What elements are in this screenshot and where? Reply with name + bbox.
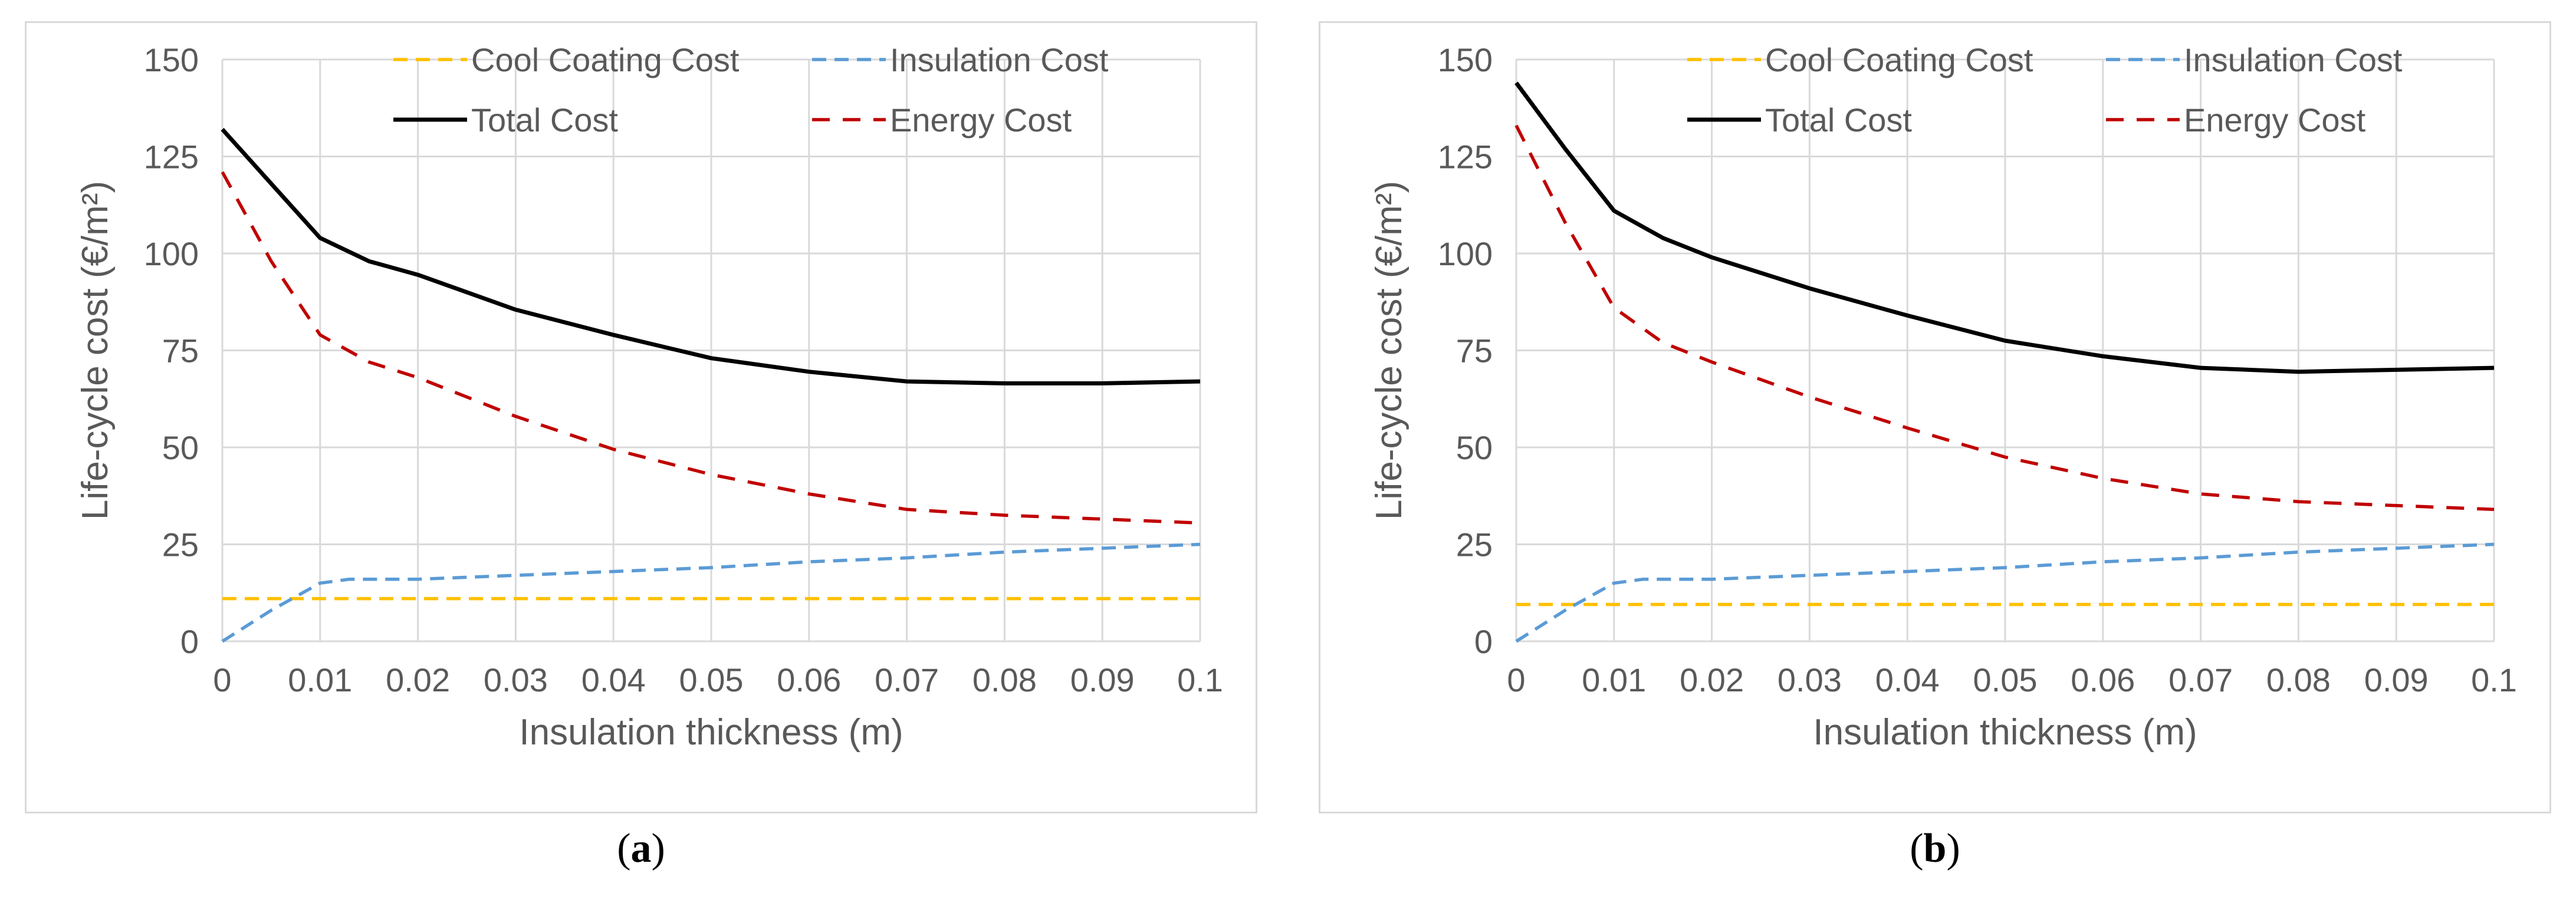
- y-tick-label: 75: [1456, 332, 1493, 370]
- x-axis-title: Insulation thickness (m): [1813, 712, 2197, 753]
- legend: Cool Coating Cost Insulation Cost Total Co…: [393, 41, 1109, 139]
- legend: Cool Coating Cost Insulation Cost Total Co…: [1687, 41, 2403, 139]
- x-tick-label: 0.06: [777, 661, 841, 698]
- insulation-cost-legend-label: Insulation Cost: [890, 41, 1109, 78]
- chart-b: 0 0.01 0.02 0.03 0.04 0.05 0.06 0.07 0.08 0.09 0.1…: [1369, 41, 2517, 753]
- chart-b-frame: [1319, 21, 2551, 813]
- x-tick-label: 0.01: [288, 661, 352, 698]
- x-tick-label: 0.08: [2266, 661, 2331, 698]
- x-tick-label: 0.07: [2168, 661, 2233, 698]
- total-cost-line: [1514, 81, 2495, 374]
- y-tick-label: 100: [1438, 235, 1493, 272]
- gridlines: [221, 58, 1201, 642]
- chart-a-frame: [25, 21, 1257, 813]
- energy-cost-line: [221, 171, 1201, 525]
- insulation-cost-legend-label: Insulation Cost: [2184, 41, 2403, 78]
- x-tick-label: 0.04: [581, 661, 646, 698]
- y-tick-label: 150: [1438, 41, 1493, 78]
- y-axis-title: Life-cycle cost (€/m²): [75, 181, 116, 520]
- x-tick-label: 0.07: [875, 661, 939, 698]
- x-tick-label: 0.01: [1582, 661, 1646, 698]
- x-tick-label: 0.09: [2364, 661, 2429, 698]
- y-tick-label: 150: [144, 41, 199, 78]
- x-tick-label: 0.05: [1973, 661, 2038, 698]
- energy-cost-legend-label: Energy Cost: [890, 101, 1072, 139]
- chart-a: 0 0.01 0.02 0.03 0.04 0.05 0.06 0.07 0.08 0.09 0.1…: [75, 41, 1223, 753]
- y-tick-label: 25: [162, 526, 199, 563]
- total-cost-legend-label: Total Cost: [471, 101, 618, 139]
- x-tick-label: 0: [1507, 661, 1525, 698]
- total-cost-line: [221, 128, 1201, 385]
- x-tick-label: 0.05: [679, 661, 744, 698]
- x-tick-label: 0.04: [1875, 661, 1940, 698]
- insulation-cost-line: [221, 542, 1201, 643]
- y-axis-title: Life-cycle cost (€/m²): [1369, 181, 1409, 520]
- x-tick-label: 0.1: [2471, 661, 2517, 698]
- x-tick-label: 0.03: [1777, 661, 1842, 698]
- energy-cost-line: [1514, 124, 2495, 512]
- y-tick-label: 0: [180, 623, 199, 660]
- x-tick-label: 0.02: [386, 661, 450, 698]
- y-tick-label: 0: [1474, 623, 1493, 660]
- y-tick-label: 75: [162, 332, 199, 370]
- x-tick-label: 0: [213, 661, 231, 698]
- y-tick-label: 25: [1456, 526, 1493, 563]
- x-tick-label: 0.1: [1177, 661, 1223, 698]
- x-tick-label: 0.08: [972, 661, 1037, 698]
- y-tick-label: 125: [144, 139, 199, 176]
- x-tick-label: 0.09: [1070, 661, 1135, 698]
- x-tick-label: 0.06: [2071, 661, 2135, 698]
- gridlines: [1515, 58, 2495, 642]
- x-tick-label: 0.02: [1680, 661, 1744, 698]
- x-axis-title: Insulation thickness (m): [519, 712, 903, 753]
- panel-label-a: (a): [617, 826, 665, 871]
- y-tick-label: 50: [162, 429, 199, 466]
- total-cost-legend-label: Total Cost: [1765, 101, 1912, 139]
- cool-coating-cost-legend-label: Cool Coating Cost: [471, 41, 740, 78]
- y-tick-label: 50: [1456, 429, 1493, 466]
- insulation-cost-line: [1515, 542, 2495, 643]
- cool-coating-cost-legend-label: Cool Coating Cost: [1765, 41, 2033, 78]
- panel-label-b: (b): [1910, 826, 1960, 871]
- energy-cost-legend-label: Energy Cost: [2184, 101, 2366, 139]
- y-tick-label: 125: [1438, 139, 1493, 176]
- x-tick-label: 0.03: [484, 661, 548, 698]
- y-tick-label: 100: [144, 235, 199, 272]
